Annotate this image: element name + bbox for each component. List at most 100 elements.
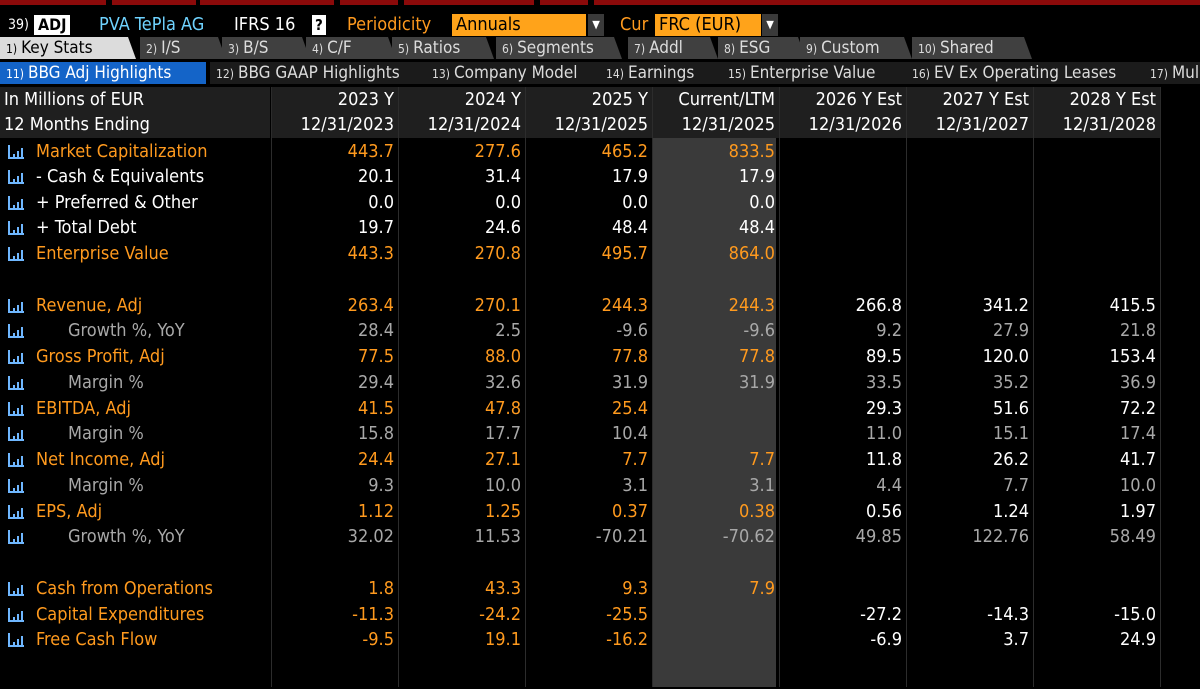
table-row[interactable]: Growth %, YoY 28.4 2.5 -9.6 -9.6 9.2 27.9 21.8 (0, 318, 1160, 344)
chart-icon[interactable] (8, 221, 24, 235)
table-row[interactable]: Market Capitalization 443.7 277.6 465.2 833.… (0, 139, 1160, 165)
table-row[interactable]: Margin % 29.4 32.6 31.9 31.9 33.5 35.2 36.9 (0, 370, 1160, 396)
chart-icon[interactable] (8, 608, 24, 622)
tab-bbg-adj-highlights[interactable]: 11) BBG Adj Highlights (0, 62, 206, 84)
table-row[interactable]: Net Income, Adj 24.4 27.1 7.7 7.7 11.8 26.2 41.… (0, 447, 1160, 473)
cell-value: 28.4 (357, 320, 394, 341)
chart-icon[interactable] (8, 453, 24, 467)
cell-value: 1.25 (484, 501, 521, 522)
company-name[interactable]: PVA TePla AG (99, 14, 205, 35)
cell-value: 9.3 (368, 475, 394, 496)
col-header-year[interactable]: 2025 Y (526, 87, 652, 113)
chart-icon[interactable] (8, 582, 24, 596)
table-row[interactable]: Cash from Operations 1.8 43.3 9.3 7.9 (0, 576, 1160, 602)
accounting-standard: IFRS 16 (234, 14, 296, 35)
chevron-down-icon[interactable]: ▼ (588, 14, 604, 36)
chart-icon[interactable] (8, 530, 24, 544)
table-row[interactable]: Margin % 15.8 17.7 10.4 11.0 15.1 17.4 (0, 421, 1160, 447)
chart-icon[interactable] (8, 479, 24, 493)
tab-addl[interactable]: 7) Addl (628, 37, 718, 59)
chart-icon[interactable] (8, 145, 24, 159)
cell-value: 4.4 (876, 475, 902, 496)
top-strip (0, 0, 1200, 6)
column-divider (398, 87, 399, 687)
chart-icon[interactable] (8, 505, 24, 519)
cell-value: -14.3 (987, 604, 1029, 625)
cell-value: 270.1 (474, 295, 521, 316)
help-icon[interactable]: ? (312, 15, 326, 35)
chart-icon[interactable] (8, 299, 24, 313)
tab-company-model[interactable]: 13) Company Model (426, 62, 604, 84)
ltm-column-highlight (652, 87, 776, 687)
cell-value: 49.85 (855, 526, 902, 547)
chart-icon[interactable] (8, 402, 24, 416)
tab-ev-ex-operating-leases[interactable]: 16) EV Ex Operating Leases (906, 62, 1148, 84)
col-header-year[interactable]: 2027 Y Est (907, 87, 1033, 113)
cell-value: 17.9 (611, 166, 648, 187)
chart-icon[interactable] (8, 196, 24, 210)
table-row[interactable]: Free Cash Flow -9.5 19.1 -16.2 -6.9 3.7 24.9 (0, 627, 1160, 653)
tab-balance-sheet[interactable]: 3) B/S (222, 37, 310, 59)
tab-bbg-gaap-highlights[interactable]: 12) BBG GAAP Highlights (210, 62, 426, 84)
table-row[interactable]: - Cash & Equivalents 20.1 31.4 17.9 17.9 (0, 164, 1160, 190)
tab-key-stats[interactable]: 1) Key Stats (0, 37, 136, 59)
column-divider (1160, 87, 1161, 687)
function-code-badge[interactable]: ADJ (34, 15, 71, 35)
cell-value: 0.37 (611, 501, 648, 522)
function-header: 39) ADJ PVA TePla AG IFRS 16 ? Periodici… (0, 12, 1200, 38)
tab-income-statement[interactable]: 2) I/S (140, 37, 226, 59)
cell-value: 7.7 (749, 449, 775, 470)
cell-value: 27.1 (484, 449, 521, 470)
tab-multiples[interactable]: 17) Mul (1144, 62, 1200, 84)
table-row[interactable]: Capital Expenditures -11.3 -24.2 -25.5 -27.2… (0, 602, 1160, 628)
currency-label: Cur (620, 14, 649, 35)
cell-value: 266.8 (855, 295, 902, 316)
column-divider (779, 87, 780, 687)
col-header-year[interactable]: 2023 Y (272, 87, 398, 113)
tab-earnings[interactable]: 14) Earnings (600, 62, 724, 84)
chart-icon[interactable] (8, 427, 24, 441)
chevron-down-icon[interactable]: ▼ (762, 14, 778, 36)
table-row[interactable]: + Preferred & Other 0.0 0.0 0.0 0.0 (0, 190, 1160, 216)
tab-ratios[interactable]: 5) Ratios (392, 37, 494, 59)
cell-value: 11.0 (865, 423, 902, 444)
chart-icon[interactable] (8, 170, 24, 184)
row-label: Cash from Operations (36, 578, 213, 599)
tab-shared[interactable]: 10) Shared (912, 37, 1032, 59)
tab-esg[interactable]: 8) ESG (718, 37, 806, 59)
chart-icon[interactable] (8, 350, 24, 364)
periodicity-dropdown[interactable]: Annuals (452, 14, 586, 36)
tab-enterprise-value[interactable]: 15) Enterprise Value (722, 62, 908, 84)
table-row[interactable]: + Total Debt 19.7 24.6 48.4 48.4 (0, 215, 1160, 241)
chart-icon[interactable] (8, 324, 24, 338)
table-row[interactable]: Gross Profit, Adj 77.5 88.0 77.8 77.8 89.5 120… (0, 344, 1160, 370)
row-label: Gross Profit, Adj (36, 346, 165, 367)
cell-value: 31.9 (611, 372, 648, 393)
cell-value: 15.1 (992, 423, 1029, 444)
cell-value: -16.2 (606, 629, 648, 650)
table-row[interactable]: EPS, Adj 1.12 1.25 0.37 0.38 0.56 1.24 1.97 (0, 499, 1160, 525)
table-row[interactable]: Growth %, YoY 32.02 11.53 -70.21 -70.62 49.85… (0, 524, 1160, 550)
table-row[interactable]: Margin % 9.3 10.0 3.1 3.1 4.4 7.7 10.0 (0, 473, 1160, 499)
chart-icon[interactable] (8, 376, 24, 390)
table-row[interactable]: Enterprise Value 443.3 270.8 495.7 864.0 (0, 241, 1160, 267)
cell-value: 27.9 (992, 320, 1029, 341)
cell-value: 3.1 (749, 475, 775, 496)
cell-value: -9.6 (743, 320, 775, 341)
col-header-year[interactable]: 2024 Y (399, 87, 525, 113)
tab-cash-flow[interactable]: 4) C/F (306, 37, 396, 59)
col-header-year[interactable]: 2026 Y Est (780, 87, 906, 113)
table-row[interactable]: EBITDA, Adj 41.5 47.8 25.4 29.3 51.6 72.2 (0, 396, 1160, 422)
col-header-year[interactable]: Current/LTM (653, 87, 779, 113)
cell-value: 120.0 (982, 346, 1029, 367)
tab-segments[interactable]: 6) Segments (496, 37, 622, 59)
cell-value: 24.6 (484, 217, 521, 238)
cell-value: 77.8 (738, 346, 775, 367)
col-header-year[interactable]: 2028 Y Est (1034, 87, 1160, 113)
table-row[interactable]: Revenue, Adj 263.4 270.1 244.3 244.3 266.8 341… (0, 293, 1160, 319)
cell-value: 443.7 (347, 141, 394, 162)
tab-custom[interactable]: 9) Custom (800, 37, 912, 59)
chart-icon[interactable] (8, 633, 24, 647)
chart-icon[interactable] (8, 247, 24, 261)
currency-dropdown[interactable]: FRC (EUR) (655, 14, 761, 36)
